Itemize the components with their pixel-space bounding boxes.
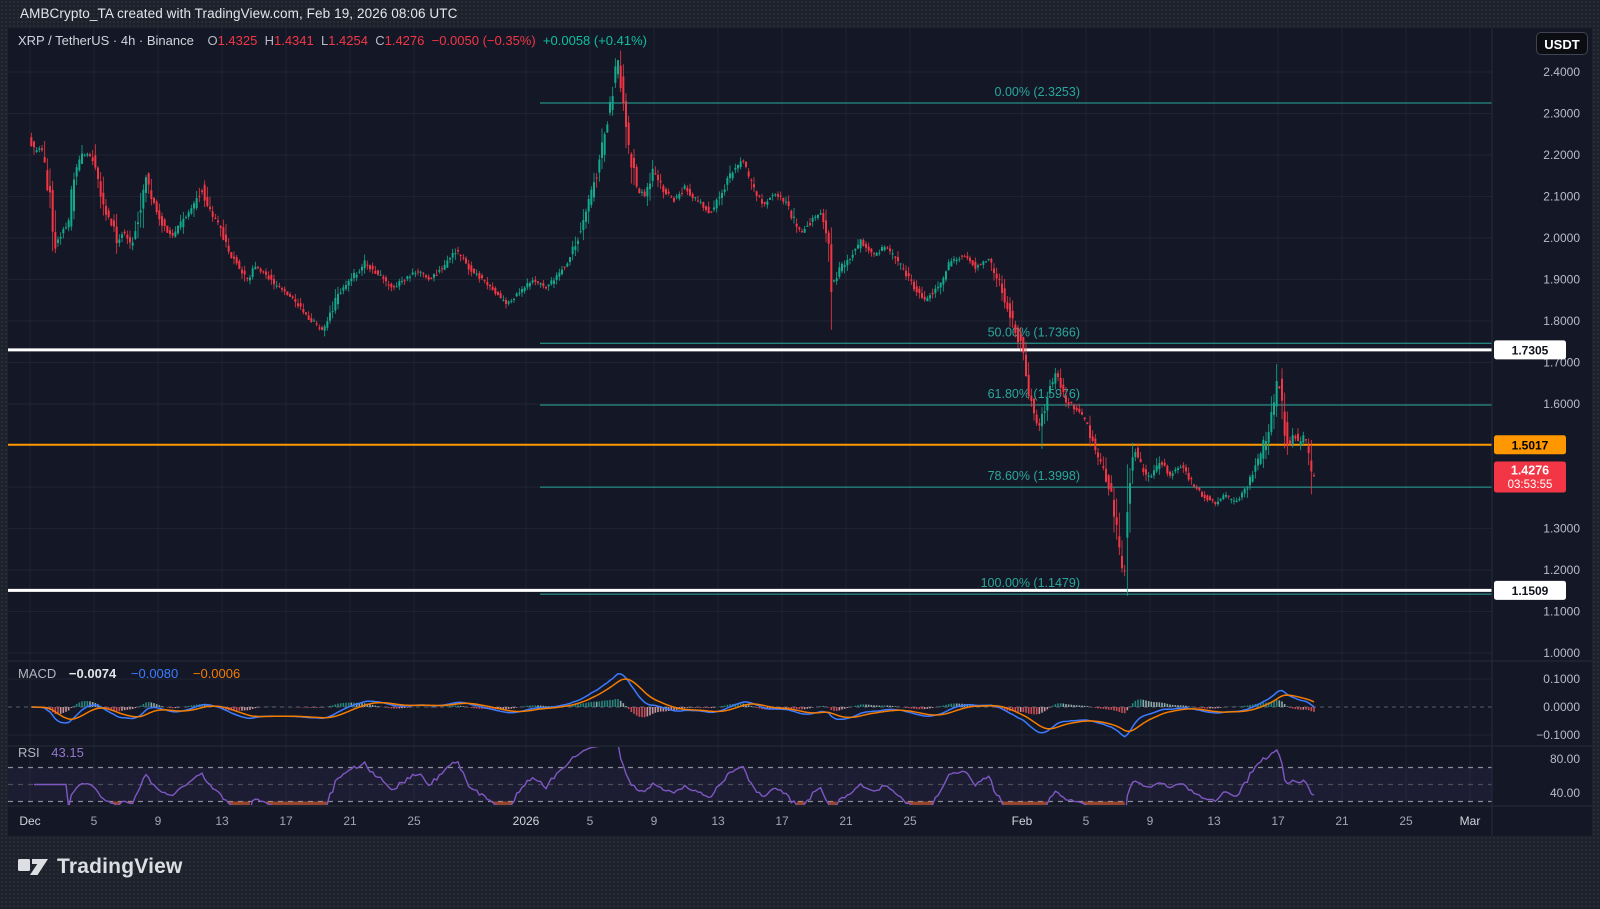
quote-currency-button[interactable]: USDT xyxy=(1536,32,1588,55)
svg-text:−0.1000: −0.1000 xyxy=(1536,728,1580,742)
svg-text:80.00: 80.00 xyxy=(1550,752,1580,766)
svg-text:21: 21 xyxy=(343,814,357,828)
svg-text:78.60% (1.3998): 78.60% (1.3998) xyxy=(988,469,1080,483)
svg-text:9: 9 xyxy=(1147,814,1154,828)
price-badge: 1.1509 xyxy=(1494,580,1566,600)
rsi-value: 43.15 xyxy=(51,745,84,760)
macd-line-value: −0.0080 xyxy=(130,666,179,681)
chart-canvas[interactable]: 0.00% (2.3253) 50.00% (1.7366) 61.80% (1.5… xyxy=(8,28,1592,836)
svg-text:13: 13 xyxy=(215,814,229,828)
low-label: L xyxy=(320,33,329,48)
svg-text:1.2000: 1.2000 xyxy=(1543,563,1580,577)
svg-text:1.1000: 1.1000 xyxy=(1543,605,1580,619)
close-label: C xyxy=(375,33,385,48)
svg-text:2.3000: 2.3000 xyxy=(1543,107,1580,121)
open-value: 1.4325 xyxy=(217,33,258,48)
tradingview-logo-icon xyxy=(18,859,48,875)
close-value: 1.4276 xyxy=(384,33,425,48)
macd-signal-value: −0.0006 xyxy=(192,666,241,681)
rsi-legend: RSI 43.15 xyxy=(18,745,84,760)
low-value: 1.4254 xyxy=(328,33,368,48)
svg-text:1.6000: 1.6000 xyxy=(1543,397,1580,411)
svg-text:0.1000: 0.1000 xyxy=(1543,672,1580,686)
svg-text:25: 25 xyxy=(1399,814,1413,828)
svg-text:1.9000: 1.9000 xyxy=(1543,273,1580,287)
svg-text:5: 5 xyxy=(91,814,98,828)
pane-dividers xyxy=(8,28,1592,836)
svg-text:1.4276: 1.4276 xyxy=(1511,464,1549,478)
svg-text:9: 9 xyxy=(155,814,162,828)
svg-text:03:53:55: 03:53:55 xyxy=(1508,479,1553,491)
svg-text:5: 5 xyxy=(1083,814,1090,828)
svg-text:2026: 2026 xyxy=(513,814,540,828)
fib-retracement[interactable]: 0.00% (2.3253) 50.00% (1.7366) 61.80% (1.5… xyxy=(540,85,1492,595)
high-label: H xyxy=(264,33,274,48)
svg-text:21: 21 xyxy=(1335,814,1349,828)
rsi-pane[interactable] xyxy=(8,744,1492,823)
tradingview-logo-text: TradingView xyxy=(57,855,183,878)
svg-text:1.7305: 1.7305 xyxy=(1512,343,1549,357)
macd-hist-value: −0.0074 xyxy=(68,666,117,681)
svg-text:1.3000: 1.3000 xyxy=(1543,522,1580,536)
svg-text:25: 25 xyxy=(407,814,421,828)
time-axis[interactable]: Dec 5 9 13 17 21 25 2026 5 9 13 17 21 25 Feb 5 9 13 17 21 25… xyxy=(19,814,1480,828)
svg-text:17: 17 xyxy=(1271,814,1285,828)
price-axis[interactable]: 2.4000 2.3000 2.2000 2.1000 2.0000 1.9000 1.80… xyxy=(1494,65,1580,800)
svg-text:61.80% (1.5976): 61.80% (1.5976) xyxy=(988,387,1080,401)
svg-text:2.0000: 2.0000 xyxy=(1543,231,1580,245)
svg-text:100.00% (1.1479): 100.00% (1.1479) xyxy=(981,576,1080,590)
symbol-ohlc-row: XRP / TetherUS · 4h · Binance O1.4325 H1… xyxy=(18,33,647,48)
svg-text:Mar: Mar xyxy=(1460,814,1481,828)
svg-text:17: 17 xyxy=(279,814,293,828)
svg-text:13: 13 xyxy=(1207,814,1221,828)
attribution-bar: AMBCrypto_TA created with TradingView.co… xyxy=(0,0,1600,28)
rsi-label[interactable]: RSI xyxy=(18,745,40,760)
change-alt-value: +0.0058 (+0.41%) xyxy=(542,33,647,48)
svg-text:21: 21 xyxy=(839,814,853,828)
svg-text:Dec: Dec xyxy=(19,814,40,828)
tradingview-logo[interactable]: TradingView xyxy=(18,854,183,880)
grid-layer xyxy=(8,28,1492,806)
svg-text:1.1509: 1.1509 xyxy=(1512,584,1549,598)
macd-label[interactable]: MACD xyxy=(18,666,57,681)
svg-text:1.5017: 1.5017 xyxy=(1512,438,1549,452)
high-value: 1.4341 xyxy=(273,33,314,48)
svg-text:5: 5 xyxy=(587,814,594,828)
symbol-title[interactable]: XRP / TetherUS · 4h · Binance xyxy=(18,33,194,48)
svg-text:1.8000: 1.8000 xyxy=(1543,314,1580,328)
svg-text:0.0000: 0.0000 xyxy=(1543,700,1580,714)
macd-legend: MACD −0.0074 −0.0080 −0.0006 xyxy=(18,666,240,681)
svg-text:2.2000: 2.2000 xyxy=(1543,148,1580,162)
macd-pane[interactable] xyxy=(8,673,1492,738)
price-badge: 1.5017 xyxy=(1494,435,1566,455)
chart-area[interactable]: 0.00% (2.3253) 50.00% (1.7366) 61.80% (1.5… xyxy=(8,28,1592,836)
attribution-text: AMBCrypto_TA created with TradingView.co… xyxy=(20,6,458,21)
svg-text:50.00% (1.7366): 50.00% (1.7366) xyxy=(988,325,1080,339)
svg-text:17: 17 xyxy=(775,814,789,828)
candles-layer[interactable] xyxy=(30,50,1315,596)
last-price-badge: 1.4276 03:53:55 xyxy=(1494,461,1566,493)
svg-text:2.1000: 2.1000 xyxy=(1543,190,1580,204)
svg-text:Feb: Feb xyxy=(1012,814,1033,828)
open-label: O xyxy=(207,33,218,48)
svg-text:0.00% (2.3253): 0.00% (2.3253) xyxy=(995,85,1080,99)
svg-text:40.00: 40.00 xyxy=(1550,786,1580,800)
horizontal-price-lines[interactable] xyxy=(8,348,1492,592)
price-badge: 1.7305 xyxy=(1494,340,1566,360)
change-value: −0.0050 (−0.35%) xyxy=(431,33,536,48)
svg-text:1.0000: 1.0000 xyxy=(1543,646,1580,660)
svg-text:25: 25 xyxy=(903,814,917,828)
svg-text:9: 9 xyxy=(651,814,658,828)
footer-bar: TradingView xyxy=(0,836,1600,909)
svg-text:2.4000: 2.4000 xyxy=(1543,65,1580,79)
svg-text:13: 13 xyxy=(711,814,725,828)
